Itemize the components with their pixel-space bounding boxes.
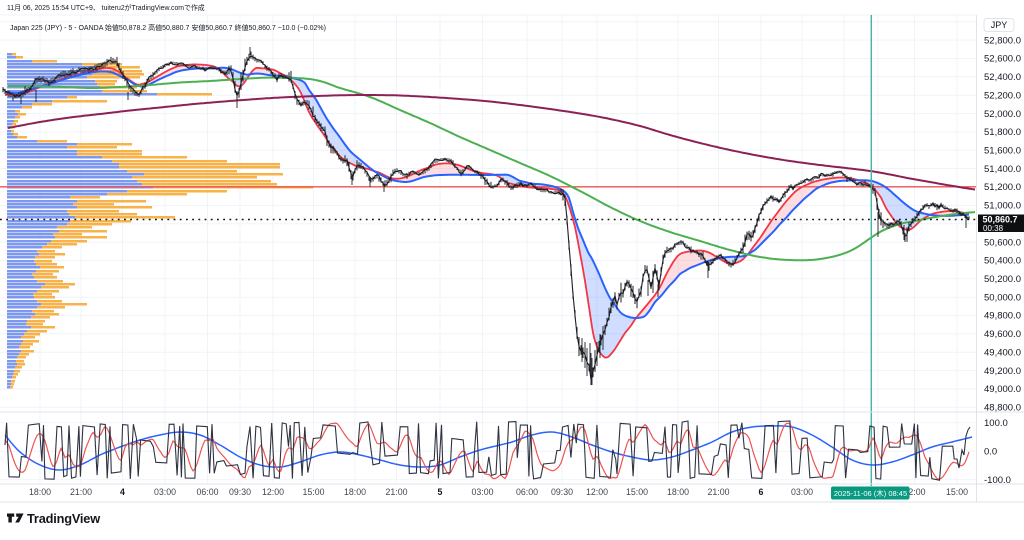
svg-text:03:00: 03:00 [791, 487, 813, 497]
svg-text:50,600.0: 50,600.0 [984, 237, 1021, 248]
svg-text:50,860.7: 50,860.7 [983, 215, 1018, 225]
svg-text:15:00: 15:00 [302, 487, 324, 497]
svg-text:51,000.0: 51,000.0 [984, 201, 1021, 212]
svg-text:52,800.0: 52,800.0 [984, 35, 1021, 46]
svg-text:49,000.0: 49,000.0 [984, 384, 1021, 395]
svg-text:49,200.0: 49,200.0 [984, 366, 1021, 377]
svg-text:09:30: 09:30 [229, 487, 251, 497]
svg-text:03:00: 03:00 [154, 487, 176, 497]
svg-text:18:00: 18:00 [29, 487, 51, 497]
svg-text:51,800.0: 51,800.0 [984, 127, 1021, 138]
svg-text:12:00: 12:00 [586, 487, 608, 497]
svg-text:50,200.0: 50,200.0 [984, 274, 1021, 285]
svg-text:18:00: 18:00 [344, 487, 366, 497]
svg-text:21:00: 21:00 [385, 487, 407, 497]
svg-text:52,600.0: 52,600.0 [984, 54, 1021, 65]
svg-text:JPY: JPY [991, 20, 1008, 30]
svg-text:0.0: 0.0 [984, 447, 997, 458]
svg-text:51,200.0: 51,200.0 [984, 182, 1021, 193]
svg-text:TradingView: TradingView [27, 511, 100, 526]
svg-text:09:30: 09:30 [551, 487, 573, 497]
svg-text:51,600.0: 51,600.0 [984, 146, 1021, 157]
svg-text:49,800.0: 49,800.0 [984, 311, 1021, 322]
svg-text:11月 06, 2025 15:54 UTC+9、 tuit: 11月 06, 2025 15:54 UTC+9、 tuiteru2がTradi… [7, 3, 205, 12]
svg-text:Japan 225 (JPY) - 5 - OANDA 始: Japan 225 (JPY) - 5 - OANDA 始値50,878.2 高… [10, 23, 326, 32]
svg-text:52,200.0: 52,200.0 [984, 90, 1021, 101]
svg-text:18:00: 18:00 [667, 487, 689, 497]
svg-text:49,600.0: 49,600.0 [984, 329, 1021, 340]
svg-text:06:00: 06:00 [196, 487, 218, 497]
svg-text:51,400.0: 51,400.0 [984, 164, 1021, 175]
svg-text:12:00: 12:00 [903, 487, 925, 497]
svg-text:52,000.0: 52,000.0 [984, 109, 1021, 120]
svg-text:06:00: 06:00 [516, 487, 538, 497]
svg-text:03:00: 03:00 [471, 487, 493, 497]
svg-text:00:38: 00:38 [983, 224, 1004, 233]
svg-text:5: 5 [438, 487, 443, 497]
svg-text:48,800.0: 48,800.0 [984, 403, 1021, 414]
svg-text:12:00: 12:00 [262, 487, 284, 497]
svg-text:52,400.0: 52,400.0 [984, 72, 1021, 83]
svg-text:2025-11-06 (木) 08:45: 2025-11-06 (木) 08:45 [834, 488, 907, 498]
svg-text:15:00: 15:00 [946, 487, 968, 497]
svg-text:100.0: 100.0 [984, 418, 1008, 429]
svg-text:21:00: 21:00 [70, 487, 92, 497]
svg-text:4: 4 [120, 487, 125, 497]
svg-text:21:00: 21:00 [707, 487, 729, 497]
svg-text:-100.0: -100.0 [984, 475, 1011, 486]
svg-text:50,000.0: 50,000.0 [984, 292, 1021, 303]
svg-text:50,400.0: 50,400.0 [984, 256, 1021, 267]
svg-text:6: 6 [759, 487, 764, 497]
svg-text:15:00: 15:00 [626, 487, 648, 497]
svg-text:49,400.0: 49,400.0 [984, 347, 1021, 358]
